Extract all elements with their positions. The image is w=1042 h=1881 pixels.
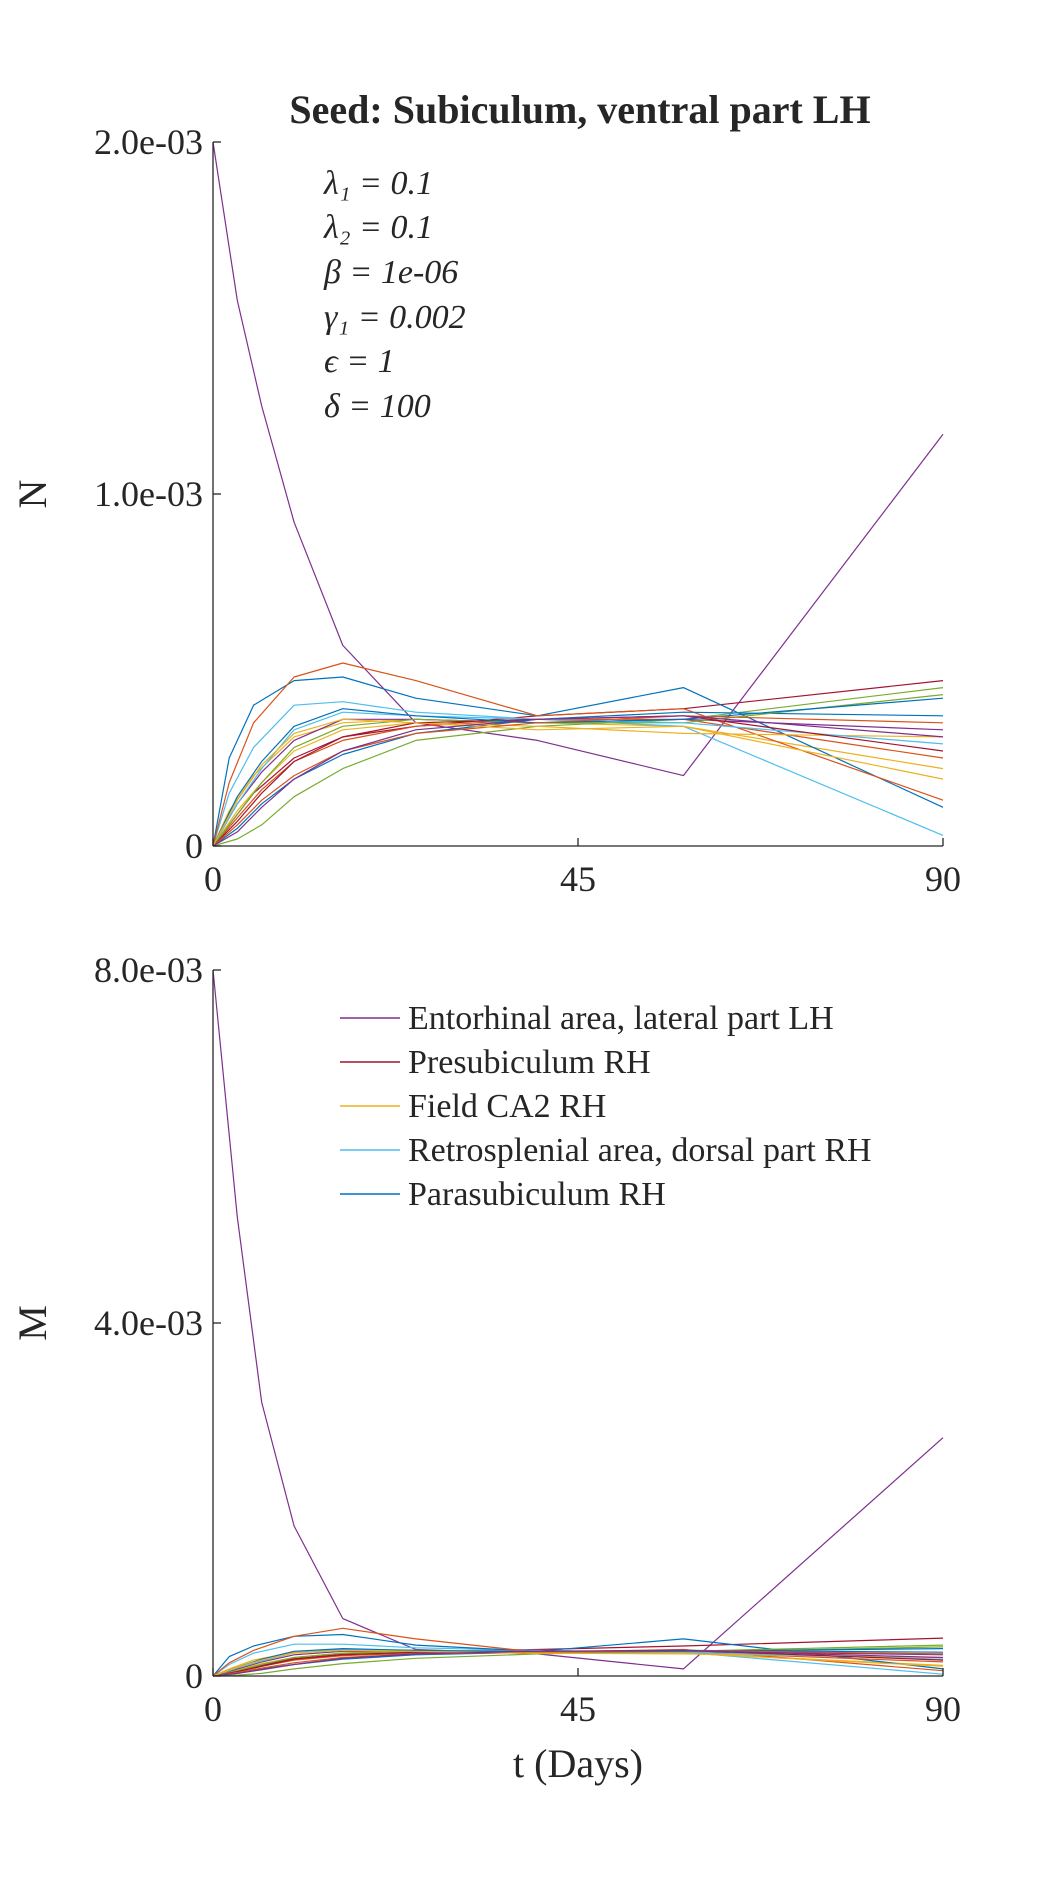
series-layer-m — [212, 969, 944, 1677]
series-line-n-1 — [212, 141, 944, 777]
axes-m: 0 45 90 0 4.0e-03 8.0e-03 Mt (Days) — [10, 950, 961, 1786]
series-line-m-1 — [212, 969, 944, 1670]
series-line-n-10 — [212, 722, 944, 847]
parameter-delta: δ = 100 — [324, 388, 431, 425]
y-tick-label-n-1: 1.0e-03 — [94, 474, 203, 514]
series-line-n-15 — [212, 697, 944, 847]
panel-n: 0 45 90 0 1.0e-03 2.0e-03 N λ₁ = 0.1 λ₂ = 0.1 … — [10, 122, 961, 899]
parameter-gamma1: γ₁ = 0.002 — [324, 299, 466, 336]
panel-m: 0 45 90 0 4.0e-03 8.0e-03 Mt (Days) Entorhinal… — [10, 950, 961, 1786]
y-tick-label-m-0: 0 — [185, 1656, 203, 1696]
x-tick-label-m-1: 45 — [560, 1689, 596, 1729]
parameter-lambda1: λ₁ = 0.1 — [323, 165, 433, 202]
legend-label-2: Presubiculum RH — [408, 1044, 651, 1081]
y-axis-label-n: N — [10, 480, 55, 509]
figure-title: Seed: Subiculum, ventral part LH — [289, 87, 870, 132]
series-line-n-8 — [212, 711, 944, 847]
y-tick-label-n-0: 0 — [185, 826, 203, 866]
series-line-m-5 — [212, 1633, 944, 1677]
y-tick-label-m-1: 4.0e-03 — [94, 1303, 203, 1343]
series-line-m-18 — [212, 1649, 944, 1677]
x-tick-label-n-0: 0 — [204, 859, 222, 899]
series-line-n-18 — [212, 715, 944, 847]
legend-label-1: Entorhinal area, lateral part LH — [408, 1000, 834, 1037]
series-line-n-9 — [212, 718, 944, 847]
series-line-n-3 — [212, 718, 944, 847]
series-line-n-13 — [212, 711, 944, 847]
series-layer-n — [212, 141, 944, 847]
legend: Entorhinal area, lateral part LH Presubic… — [340, 1000, 872, 1213]
series-line-n-17 — [212, 718, 944, 847]
axes-n: 0 45 90 0 1.0e-03 2.0e-03 N — [10, 122, 961, 899]
parameter-epsilon: ϵ = 1 — [324, 343, 395, 380]
legend-label-5: Parasubiculum RH — [408, 1176, 666, 1213]
parameter-lambda2: λ₂ = 0.1 — [323, 209, 433, 246]
series-line-m-17 — [212, 1649, 944, 1677]
y-tick-label-m-2: 8.0e-03 — [94, 950, 203, 990]
x-tick-label-m-2: 90 — [925, 1689, 961, 1729]
parameter-beta: β = 1e-06 — [323, 254, 458, 291]
series-line-n-6 — [212, 662, 944, 847]
x-tick-label-n-1: 45 — [560, 859, 596, 899]
legend-label-4: Retrosplenial area, dorsal part RH — [408, 1132, 872, 1169]
series-line-n-5 — [212, 676, 944, 847]
x-tick-label-n-2: 90 — [925, 859, 961, 899]
series-line-n-4 — [212, 701, 944, 847]
x-tick-label-m-0: 0 — [204, 1689, 222, 1729]
legend-label-3: Field CA2 RH — [408, 1088, 606, 1125]
x-axis-label-m: t (Days) — [513, 1741, 643, 1786]
series-line-n-12 — [212, 694, 944, 847]
y-axis-label-m: M — [10, 1305, 55, 1341]
parameter-annotations: λ₁ = 0.1 λ₂ = 0.1 β = 1e-06 γ₁ = 0.002 ϵ… — [323, 165, 466, 425]
y-tick-label-n-2: 2.0e-03 — [94, 122, 203, 162]
